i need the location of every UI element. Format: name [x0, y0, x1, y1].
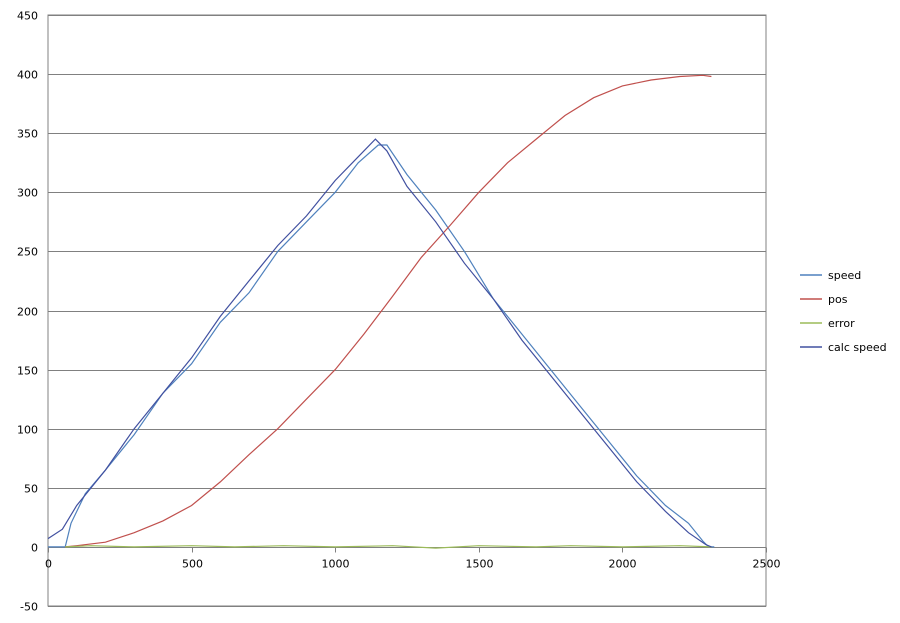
y-tick-label: 350 — [17, 128, 38, 141]
y-tick-label: 50 — [24, 483, 38, 496]
legend-label: calc speed — [828, 341, 887, 354]
y-tick-label: 0 — [31, 542, 38, 555]
legend-label: speed — [828, 269, 861, 282]
series-group — [47, 74, 715, 549]
y-tick-label: 400 — [17, 69, 38, 82]
y-tick-label: 150 — [17, 365, 38, 378]
x-tick-label: 2000 — [609, 558, 637, 571]
plot-area — [47, 14, 767, 607]
y-tick-label: 250 — [17, 246, 38, 259]
y-tick-label: 300 — [17, 187, 38, 200]
x-tick-label: 1500 — [466, 558, 494, 571]
y-tick-label: -50 — [20, 601, 38, 614]
x-tick-label: 1000 — [322, 558, 350, 571]
series-line-pos — [65, 74, 712, 548]
y-tick-label: 450 — [17, 10, 38, 23]
axes: -50 0 50 100 150 200 250 300 350 400 450 0 500 1000 15… — [17, 10, 781, 614]
y-tick-label: 200 — [17, 306, 38, 319]
legend-label: error — [828, 317, 855, 330]
series-line-calc-speed — [47, 138, 712, 548]
legend-label: pos — [828, 293, 848, 306]
series-line-error — [65, 545, 712, 549]
x-tick-label: 2500 — [753, 558, 781, 571]
series-line-speed — [48, 144, 715, 548]
y-tick-label: 100 — [17, 424, 38, 437]
x-tick-label: 500 — [182, 558, 203, 571]
legend: speed pos error calc speed — [800, 269, 887, 354]
x-tick-label: 0 — [45, 558, 52, 571]
grid — [48, 15, 766, 607]
